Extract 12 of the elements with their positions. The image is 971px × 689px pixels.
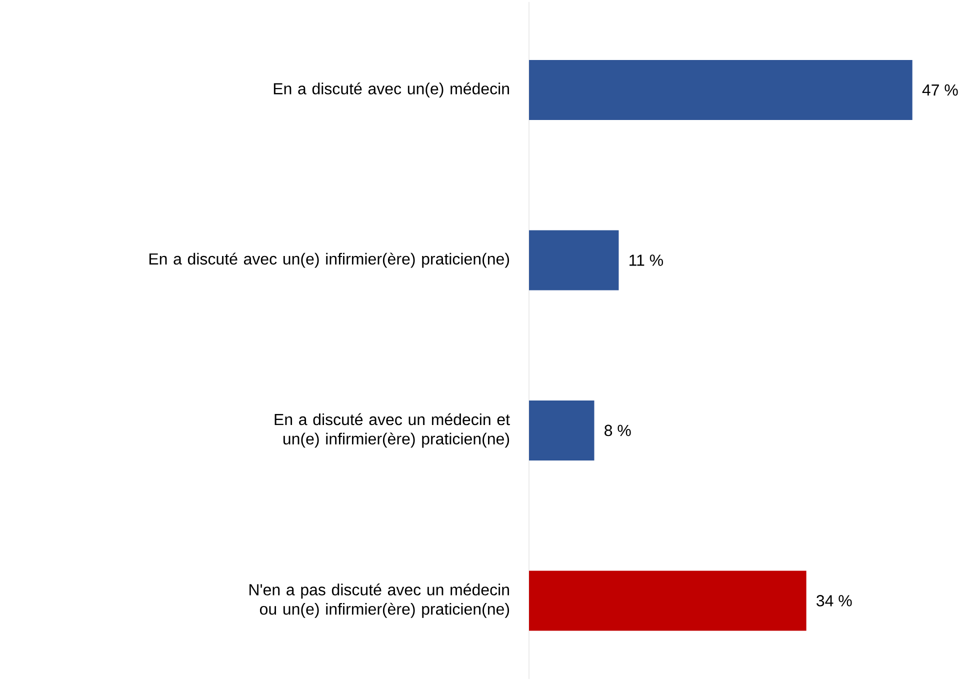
data-label: 47 % — [922, 84, 958, 96]
bar — [529, 400, 594, 460]
data-label: 11 % — [630, 254, 664, 266]
bar — [529, 570, 806, 631]
y-tick-label: N'en a pas discuté avec un médecin ou un(e) infirmier(ère) praticien(ne) — [250, 583, 510, 618]
bar — [529, 230, 619, 290]
bar — [529, 60, 912, 120]
data-label: 8 % — [604, 424, 631, 436]
y-tick-label: En a discuté avec un(e) infirmier(ère) praticien(ne) — [149, 252, 509, 268]
data-label: 34 % — [816, 595, 852, 606]
y-tick-label: En a discuté avec un médecin et un(e) infirmier(ère) praticien(ne) — [274, 413, 510, 448]
y-tick-label: En a discuté avec un(e) médecin — [274, 82, 509, 98]
